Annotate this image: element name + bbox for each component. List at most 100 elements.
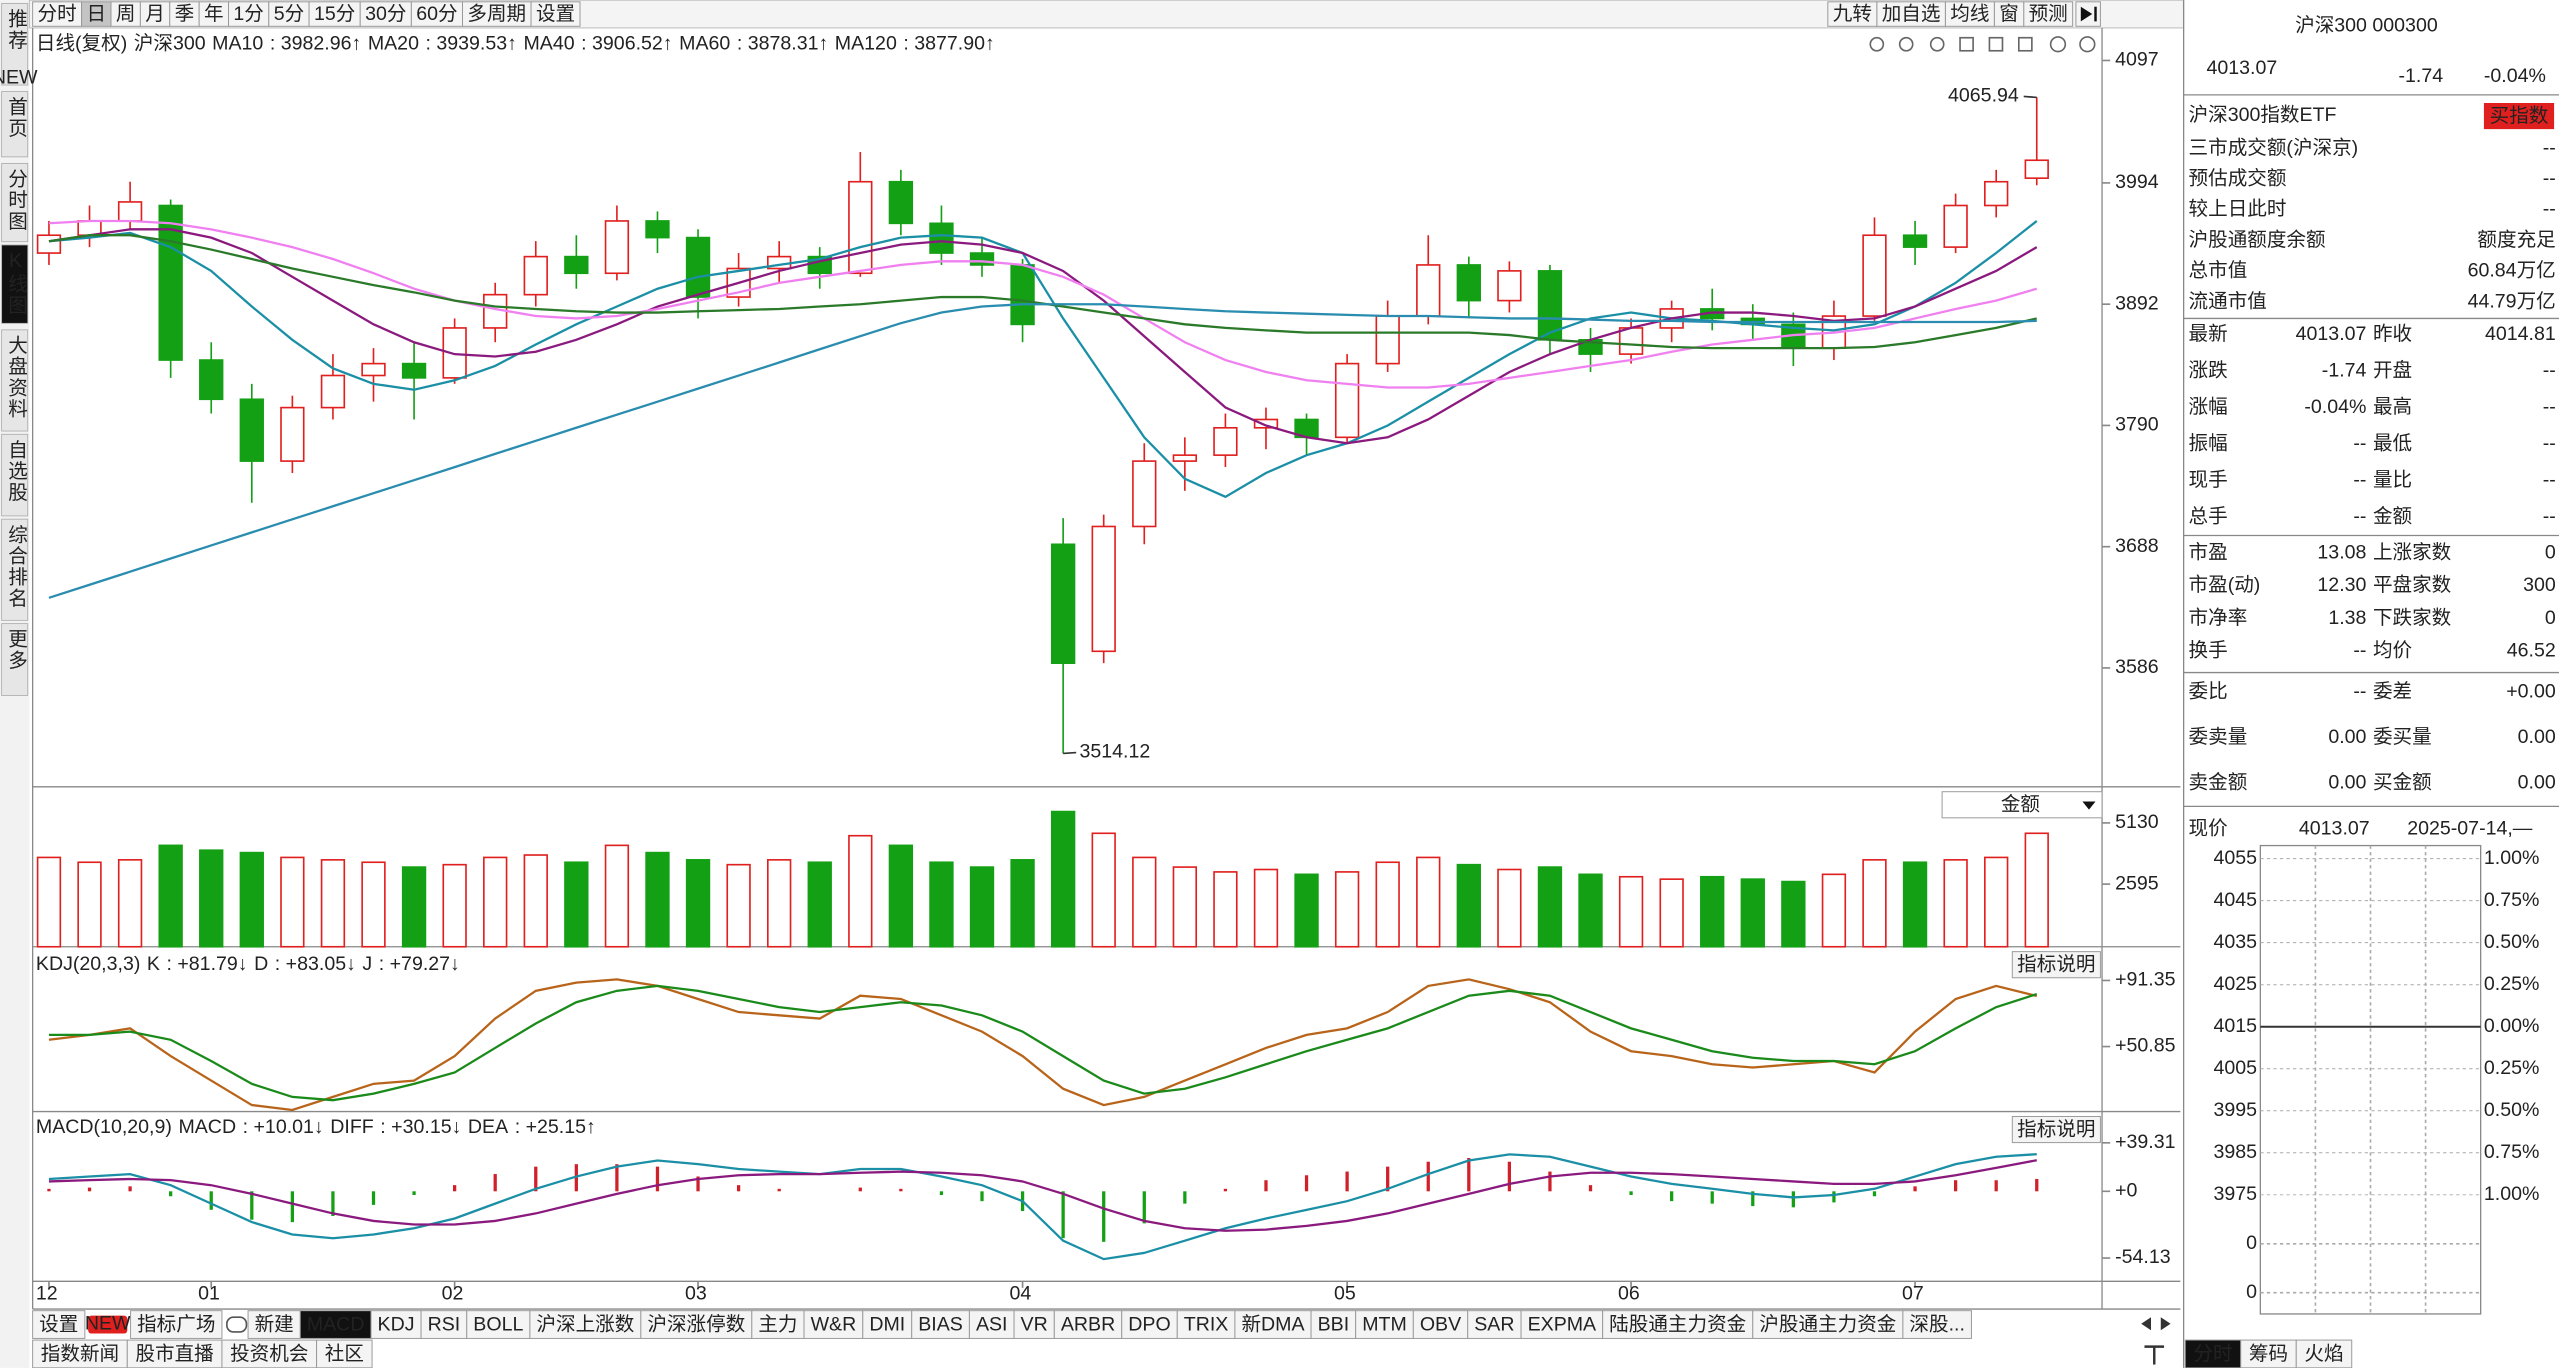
indicator-tab-label[interactable]: OBV xyxy=(1420,1314,1461,1336)
indicator-tab[interactable] xyxy=(529,1310,642,1339)
indicator-tab[interactable] xyxy=(1467,1310,1522,1339)
news-tab[interactable] xyxy=(32,1339,128,1368)
volume-selector-label[interactable]: 金额 xyxy=(2001,794,2041,816)
indicator-help[interactable] xyxy=(2011,951,2101,979)
indicator-tab-label[interactable]: 沪深涨停数 xyxy=(647,1314,745,1336)
indicator-tab-label[interactable]: 主力 xyxy=(758,1314,797,1336)
indicator-tab-label[interactable]: 指标广场 xyxy=(137,1314,215,1336)
indicator-tab-label[interactable]: BBI xyxy=(1318,1314,1350,1336)
sidebar-item[interactable] xyxy=(1,433,29,517)
etf-link[interactable]: 沪深300指数ETF xyxy=(2189,104,2337,126)
sidebar-item[interactable] xyxy=(1,91,29,158)
indicator-tab-label[interactable]: 沪深上涨数 xyxy=(536,1314,634,1336)
indicator-tab[interactable] xyxy=(1520,1310,1604,1339)
indicator-tab-label[interactable]: 新建 xyxy=(255,1314,294,1336)
indicator-tab[interactable] xyxy=(1053,1310,1123,1339)
period-button-label[interactable]: 季 xyxy=(175,3,195,25)
sidebar-item-label[interactable]: 大盘资料 xyxy=(5,335,28,420)
sidebar-item-label[interactable]: 分时图 xyxy=(5,168,28,232)
panel-tab[interactable] xyxy=(2295,1339,2353,1368)
indicator-tab[interactable] xyxy=(1902,1310,1972,1339)
period-button-label[interactable]: 设置 xyxy=(536,3,575,25)
indicator-help-label[interactable]: 指标说明 xyxy=(2017,1119,2095,1141)
period-button[interactable] xyxy=(530,1,581,27)
indicator-tab-label[interactable]: 新DMA xyxy=(1241,1314,1305,1336)
indicator-tab[interactable] xyxy=(1121,1310,1178,1339)
sidebar-item[interactable] xyxy=(1,3,29,86)
indicator-tab-label[interactable]: MACD xyxy=(307,1314,365,1336)
indicator-tab-label[interactable]: BIAS xyxy=(918,1314,963,1336)
sidebar-item-label[interactable]: 综合排名 xyxy=(5,524,28,609)
sidebar-item[interactable] xyxy=(1,244,29,324)
period-button-label[interactable]: 5分 xyxy=(274,3,304,25)
indicator-tab[interactable] xyxy=(247,1310,301,1339)
period-button-label[interactable]: 30分 xyxy=(365,3,406,25)
indicator-tab-label[interactable]: DMI xyxy=(869,1314,905,1336)
indicator-tab[interactable] xyxy=(911,1310,970,1339)
news-tab-label[interactable]: 社区 xyxy=(325,1343,364,1365)
period-button[interactable] xyxy=(308,1,361,27)
period-button-label[interactable]: 日 xyxy=(87,3,107,25)
indicator-tab-label[interactable]: EXPMA xyxy=(1528,1314,1597,1336)
sidebar-item-label[interactable]: 自选股 xyxy=(5,439,28,503)
period-button-label[interactable]: 月 xyxy=(145,3,165,25)
tool-icon[interactable] xyxy=(1929,36,1945,52)
panel-tab-label[interactable]: 火焰 xyxy=(2304,1343,2343,1365)
indicator-help[interactable] xyxy=(2011,1115,2101,1144)
news-tab[interactable] xyxy=(126,1339,223,1368)
sidebar-item[interactable] xyxy=(1,162,29,243)
indicator-tab[interactable] xyxy=(1013,1310,1055,1339)
tool-button-label[interactable]: 均线 xyxy=(1950,3,1989,25)
sidebar-item-label[interactable]: K线图 xyxy=(5,250,28,316)
news-tab-label[interactable]: 股市直播 xyxy=(135,1343,214,1365)
tool-icon[interactable] xyxy=(2079,36,2096,53)
period-button[interactable] xyxy=(81,1,112,27)
indicator-tab[interactable] xyxy=(1234,1310,1312,1339)
indicator-tab-label[interactable]: ARBR xyxy=(1061,1314,1115,1336)
period-button-label[interactable]: 1分 xyxy=(233,3,263,25)
period-button[interactable] xyxy=(198,1,230,27)
period-button[interactable] xyxy=(410,1,463,27)
indicator-tab-label[interactable]: SAR xyxy=(1474,1314,1514,1336)
indicator-tab[interactable] xyxy=(1602,1310,1754,1339)
indicator-tab-label[interactable]: 设置 xyxy=(39,1314,78,1336)
tool-button-label[interactable]: 窗 xyxy=(1999,3,2019,25)
indicator-tab-label[interactable]: TRIX xyxy=(1184,1314,1229,1336)
volume-selector[interactable] xyxy=(1941,791,2103,819)
tool-button-label[interactable]: 九转 xyxy=(1833,3,1872,25)
indicator-tab-label[interactable]: 沪股通主力资金 xyxy=(1759,1314,1896,1336)
sidebar-item-label[interactable]: 更多 xyxy=(5,629,28,671)
tool-button[interactable] xyxy=(1876,1,1946,27)
indicator-tab[interactable] xyxy=(1176,1310,1236,1339)
indicator-tab-label[interactable]: RSI xyxy=(428,1314,461,1336)
news-tab-label[interactable]: 投资机会 xyxy=(230,1343,308,1365)
tab-scroll-right[interactable] xyxy=(2160,1317,2171,1331)
indicator-tab-label[interactable]: W&R xyxy=(811,1314,857,1336)
tool-button-label[interactable]: 加自选 xyxy=(1882,3,1941,25)
tool-button[interactable] xyxy=(1827,1,1878,27)
indicator-tab-label[interactable]: 深股... xyxy=(1909,1314,1964,1336)
period-button[interactable] xyxy=(228,1,270,27)
indicator-tab[interactable] xyxy=(299,1310,372,1339)
indicator-tab[interactable] xyxy=(370,1310,422,1339)
period-button-label[interactable]: 60分 xyxy=(416,3,457,25)
tool-icon[interactable] xyxy=(1959,36,1974,52)
panel-tab-label[interactable]: 分时 xyxy=(2193,1343,2232,1365)
indicator-help-label[interactable]: 指标说明 xyxy=(2017,954,2095,976)
news-tab-label[interactable]: 指数新闻 xyxy=(41,1343,119,1365)
news-tab[interactable] xyxy=(221,1339,318,1368)
sidebar-item[interactable] xyxy=(1,623,29,696)
tool-icon[interactable] xyxy=(1869,36,1885,52)
indicator-tab[interactable] xyxy=(32,1310,86,1339)
panel-tab[interactable] xyxy=(2184,1339,2242,1368)
buy-button-label[interactable]: 买指数 xyxy=(2490,105,2549,127)
buy-button[interactable] xyxy=(2483,103,2555,130)
indicator-tab[interactable] xyxy=(420,1310,468,1339)
sidebar-item[interactable] xyxy=(1,329,29,432)
indicator-tab-label[interactable]: MTM xyxy=(1362,1314,1407,1336)
period-button-label[interactable]: 多周期 xyxy=(467,3,526,25)
tool-button[interactable] xyxy=(1944,1,1995,27)
tab-scroll-left[interactable] xyxy=(2141,1317,2151,1331)
period-button[interactable] xyxy=(359,1,412,27)
tool-icon[interactable] xyxy=(1898,36,1914,52)
